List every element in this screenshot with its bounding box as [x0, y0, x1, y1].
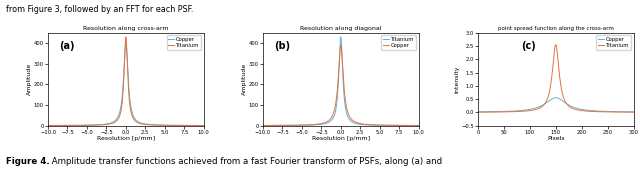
Copper	[337, 44, 344, 46]
X-axis label: Pixels: Pixels	[547, 136, 564, 141]
Titanium	[552, 44, 559, 46]
Copper	[630, 111, 637, 113]
X-axis label: Resolution [p/mm]: Resolution [p/mm]	[97, 136, 155, 141]
Titanium	[324, 121, 332, 124]
Text: Amplitude transfer functions achieved from a fast Fourier transform of PSFs, alo: Amplitude transfer functions achieved fr…	[49, 157, 442, 166]
Copper	[157, 124, 165, 126]
Titanium	[474, 111, 482, 113]
Copper	[552, 97, 559, 99]
Copper	[372, 124, 380, 126]
Copper	[610, 110, 618, 113]
Legend: Titanium, Copper: Titanium, Copper	[381, 35, 416, 50]
Titanium	[259, 124, 267, 127]
Title: point spread function along the cross-arm: point spread function along the cross-ar…	[498, 26, 614, 31]
Text: (b): (b)	[274, 41, 290, 52]
Copper	[324, 120, 332, 122]
Text: from Figure 3, followed by an FFT for each PSF.: from Figure 3, followed by an FFT for ea…	[6, 5, 194, 14]
Copper	[474, 111, 482, 113]
Copper	[195, 124, 203, 126]
Copper	[410, 124, 418, 126]
Copper	[333, 93, 340, 95]
Titanium	[534, 108, 541, 110]
Text: (a): (a)	[59, 41, 74, 52]
Copper	[415, 124, 422, 126]
Line: Titanium: Titanium	[48, 37, 204, 126]
Titanium	[415, 124, 422, 127]
Copper	[492, 111, 499, 113]
Y-axis label: Amplitude: Amplitude	[243, 63, 247, 95]
Titanium	[118, 103, 126, 105]
Copper	[259, 124, 267, 126]
Copper	[501, 110, 509, 112]
Titanium	[627, 111, 634, 113]
Line: Copper: Copper	[263, 45, 419, 125]
Copper	[44, 124, 52, 126]
Copper	[534, 106, 541, 108]
Line: Copper: Copper	[48, 43, 204, 125]
Titanium	[188, 124, 195, 126]
Titanium	[492, 111, 499, 113]
Line: Titanium: Titanium	[478, 45, 634, 112]
Titanium	[109, 122, 117, 124]
Copper	[118, 97, 126, 99]
Copper	[109, 121, 117, 123]
Titanium	[403, 124, 410, 126]
Titanium	[111, 121, 118, 123]
Titanium	[541, 103, 548, 106]
Copper	[627, 111, 634, 113]
Y-axis label: Amplitude: Amplitude	[28, 63, 32, 95]
Titanium	[122, 36, 130, 38]
Title: Resolution along diagonal: Resolution along diagonal	[300, 26, 381, 31]
Titanium	[610, 111, 618, 113]
Copper	[403, 124, 410, 126]
Copper	[200, 124, 207, 126]
Titanium	[337, 36, 344, 38]
Copper	[111, 120, 118, 122]
Text: (c): (c)	[522, 41, 536, 52]
Titanium	[200, 124, 207, 127]
Copper	[122, 42, 130, 44]
Titanium	[410, 124, 418, 127]
Titanium	[157, 124, 165, 126]
X-axis label: Resolution [p/mm]: Resolution [p/mm]	[312, 136, 370, 141]
Titanium	[501, 111, 509, 113]
Y-axis label: Intensity: Intensity	[454, 65, 460, 93]
Legend: Copper, Titanium: Copper, Titanium	[596, 35, 631, 50]
Title: Resolution along cross-arm: Resolution along cross-arm	[83, 26, 168, 31]
Titanium	[44, 124, 52, 127]
Copper	[541, 103, 548, 105]
Line: Copper: Copper	[478, 98, 634, 112]
Copper	[326, 119, 333, 121]
Titanium	[372, 124, 380, 126]
Text: Figure 4.: Figure 4.	[6, 157, 50, 166]
Line: Titanium: Titanium	[263, 37, 419, 126]
Copper	[188, 124, 195, 126]
Titanium	[326, 121, 333, 123]
Legend: Copper, Titanium: Copper, Titanium	[166, 35, 201, 50]
Titanium	[630, 111, 637, 113]
Titanium	[195, 124, 203, 127]
Titanium	[333, 101, 340, 103]
